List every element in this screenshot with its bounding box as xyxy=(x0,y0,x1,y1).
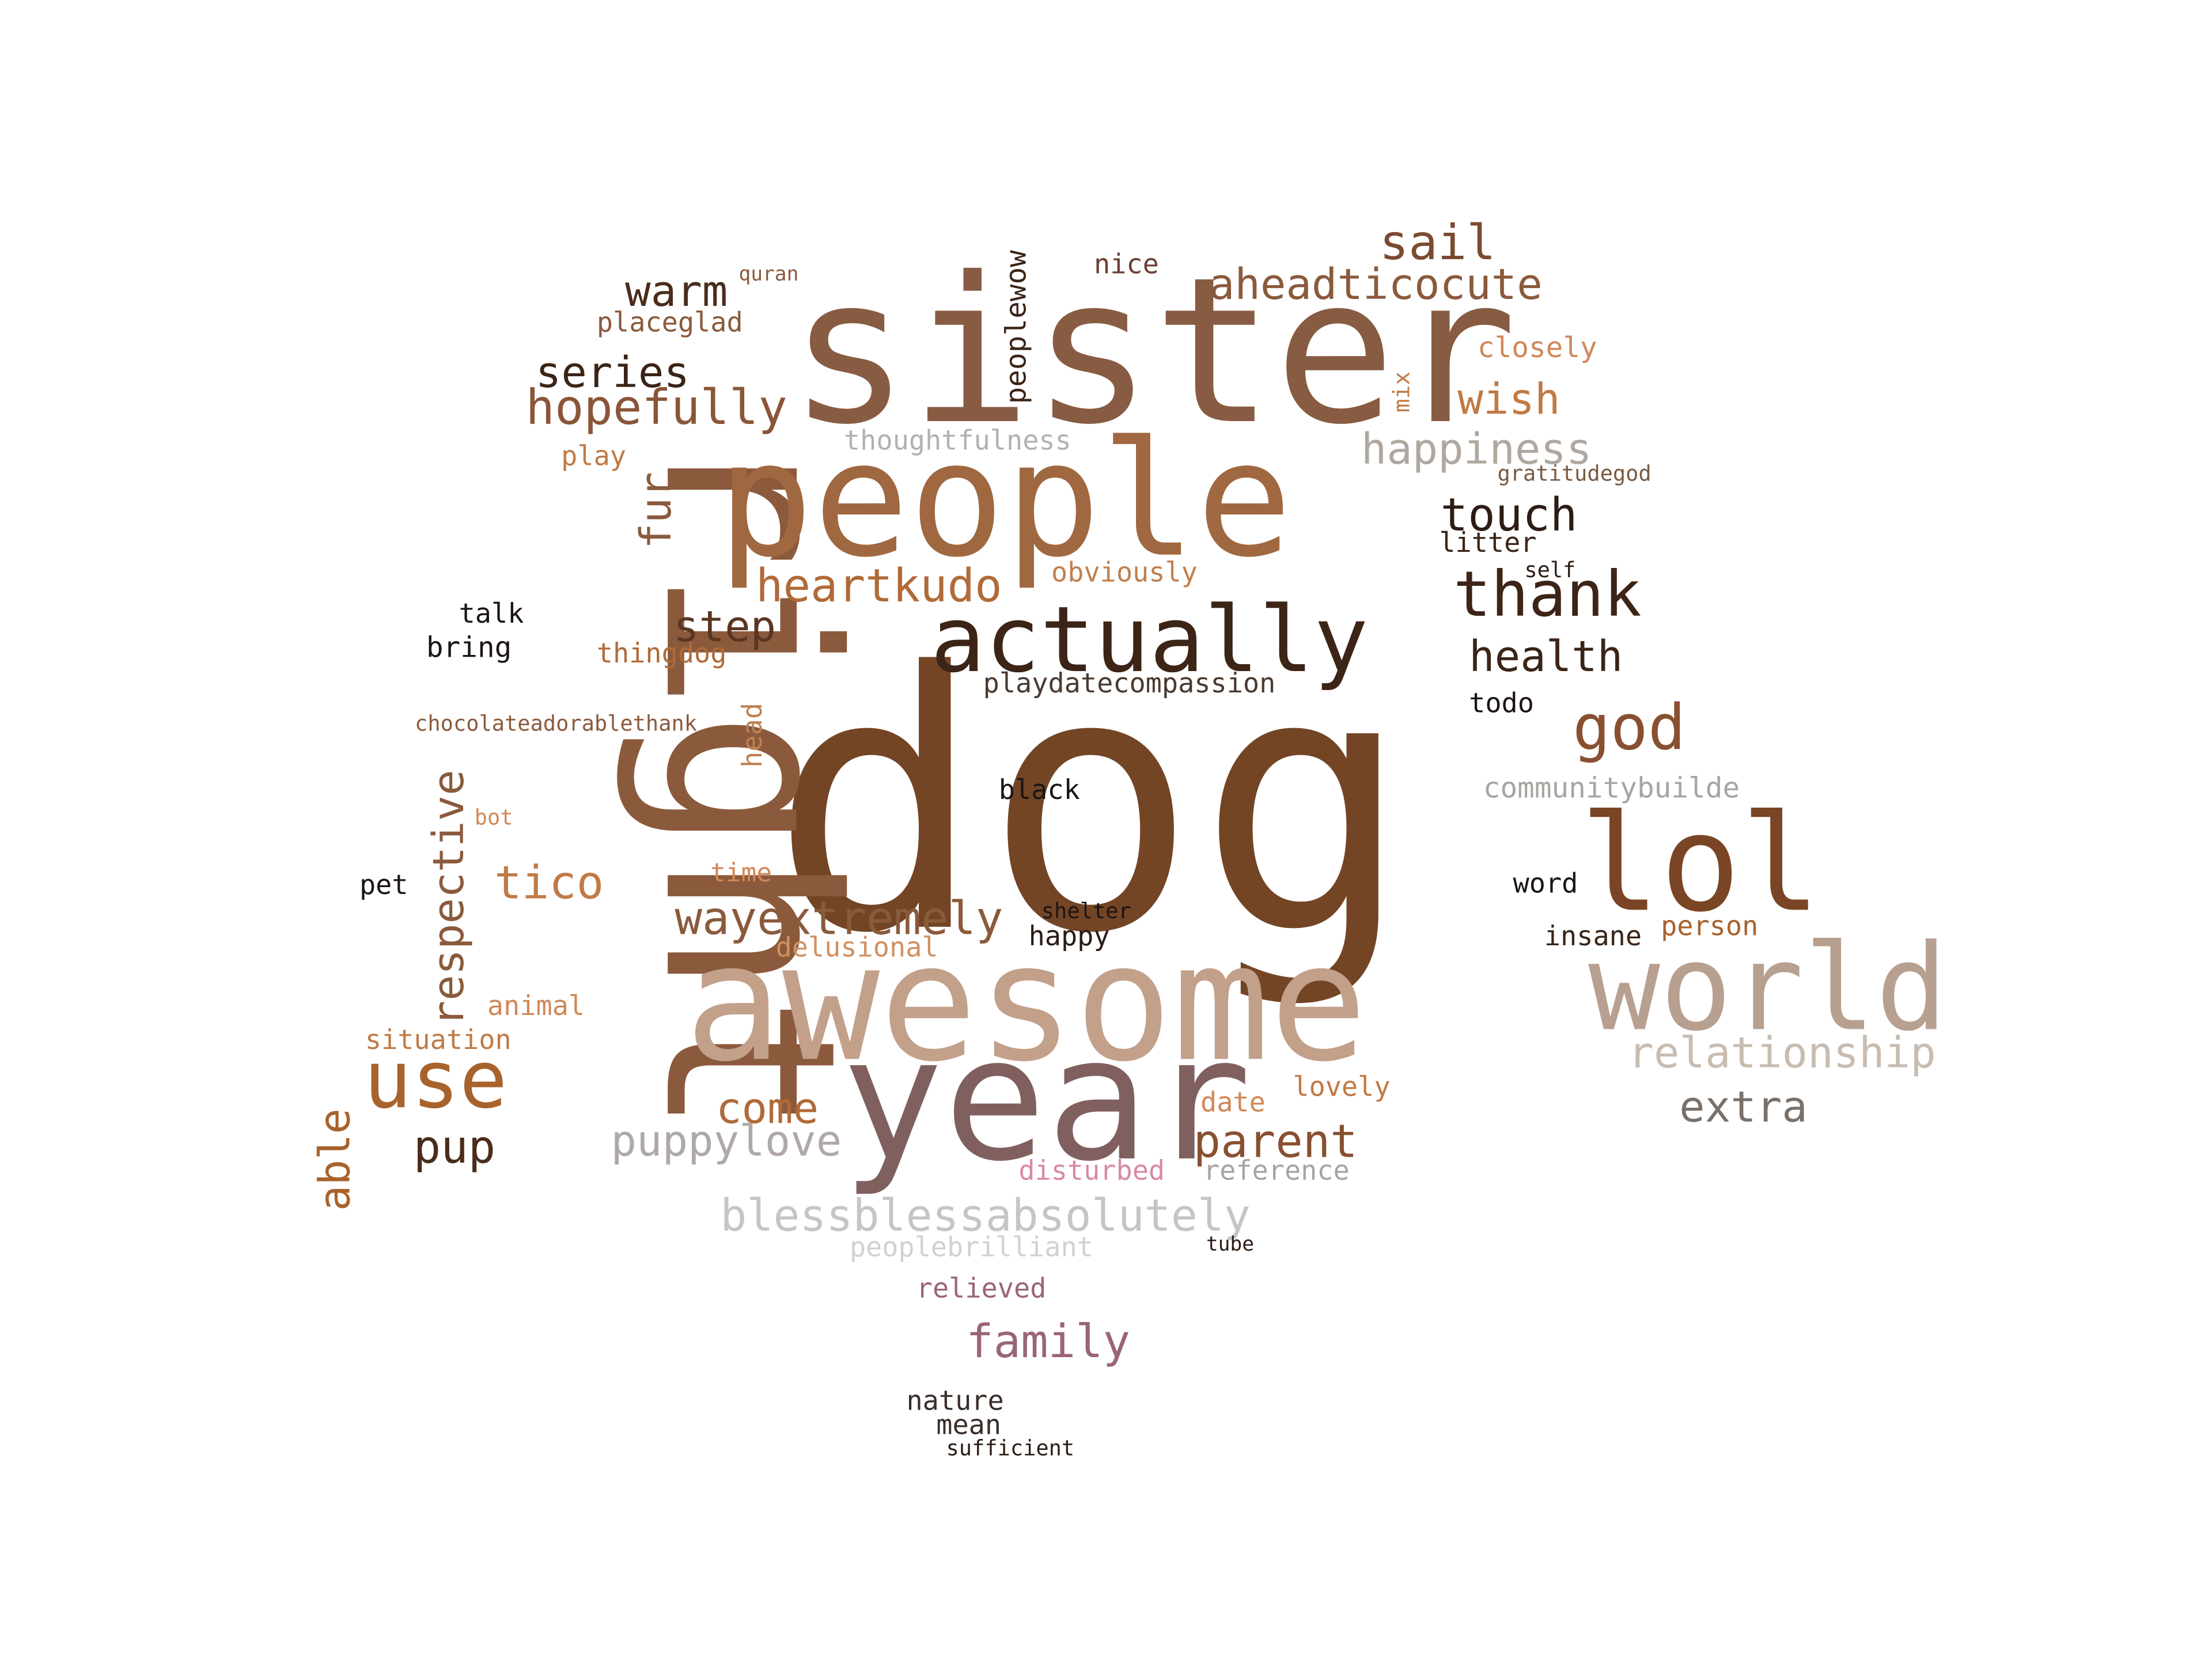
word: parent xyxy=(1194,1115,1358,1168)
word: series xyxy=(536,348,690,397)
word: peoplewow xyxy=(999,250,1033,404)
word: litter xyxy=(1439,528,1536,559)
word: date xyxy=(1200,1088,1266,1119)
word: person xyxy=(1661,911,1758,942)
word: reference xyxy=(1203,1156,1350,1187)
word: wish xyxy=(1457,375,1560,425)
word: come xyxy=(716,1084,819,1133)
word: play xyxy=(561,441,626,472)
word: disturbed xyxy=(1018,1156,1165,1187)
word: todo xyxy=(1469,688,1534,719)
word: sail xyxy=(1380,214,1496,271)
word: right xyxy=(612,427,887,1137)
word: gratitudegod xyxy=(1497,461,1651,486)
word: playdatecompassion xyxy=(983,668,1276,699)
word: communitybuilde xyxy=(1483,771,1740,805)
word: extra xyxy=(1679,1082,1808,1132)
word: puppylove xyxy=(611,1116,842,1166)
word: shelter xyxy=(1041,899,1131,923)
word: insane xyxy=(1544,921,1642,952)
word: self xyxy=(1524,558,1575,582)
word: thank xyxy=(1453,558,1642,631)
word: happy xyxy=(1029,921,1110,952)
word: bring xyxy=(426,630,512,664)
word: relieved xyxy=(916,1274,1047,1305)
word: time xyxy=(710,858,772,888)
word: health xyxy=(1469,632,1623,681)
word: sister xyxy=(789,234,1517,469)
word: relationship xyxy=(1628,1028,1936,1078)
word: wayextremely xyxy=(675,892,1003,945)
word: lovely xyxy=(1293,1071,1390,1103)
word: year xyxy=(841,1000,1252,1199)
word: happiness xyxy=(1361,425,1592,474)
word: pup xyxy=(414,1120,496,1173)
word: step xyxy=(673,602,776,652)
word: quran xyxy=(738,263,798,286)
word: people xyxy=(717,408,1292,593)
word: nature xyxy=(906,1385,1003,1416)
word: closely xyxy=(1478,331,1597,364)
word: placeglad xyxy=(597,308,743,339)
word: use xyxy=(363,1033,507,1126)
word: touch xyxy=(1441,488,1578,541)
word: delusional xyxy=(776,933,938,964)
word: nice xyxy=(1094,249,1159,280)
word: mix xyxy=(1389,372,1415,412)
word: animal xyxy=(487,991,585,1022)
word: pet xyxy=(359,870,408,901)
word: talk xyxy=(459,599,524,630)
word: god xyxy=(1573,691,1685,764)
word: tico xyxy=(494,857,604,910)
word: aheadticocute xyxy=(1209,260,1543,309)
word: mean xyxy=(936,1410,1001,1441)
word: lol xyxy=(1580,786,1821,941)
word: able xyxy=(310,1108,360,1211)
word: bot xyxy=(475,805,513,830)
word: chocolateadorablethank xyxy=(415,711,697,736)
word: hopefully xyxy=(526,379,787,435)
word: actually xyxy=(930,587,1368,693)
word: fur xyxy=(631,472,681,549)
word: warm xyxy=(625,267,728,316)
word: black xyxy=(999,775,1080,806)
word: family xyxy=(966,1315,1130,1368)
word: situation xyxy=(365,1025,512,1056)
word: respective xyxy=(424,770,474,1026)
word: sufficient xyxy=(946,1435,1075,1460)
word: thingdog xyxy=(597,638,727,669)
word: dog xyxy=(770,598,1412,1011)
word: head xyxy=(737,703,768,768)
word: tube xyxy=(1206,1233,1254,1256)
word: obviously xyxy=(1051,558,1198,589)
word: thoughtfulness xyxy=(844,425,1071,456)
word: awesome xyxy=(685,909,1368,1097)
word: world xyxy=(1588,919,1948,1058)
word: word xyxy=(1513,869,1578,900)
word: heartkudo xyxy=(756,559,1002,612)
word: blessblessabsolutely xyxy=(720,1191,1250,1242)
word: peoplebrilliant xyxy=(850,1232,1093,1263)
